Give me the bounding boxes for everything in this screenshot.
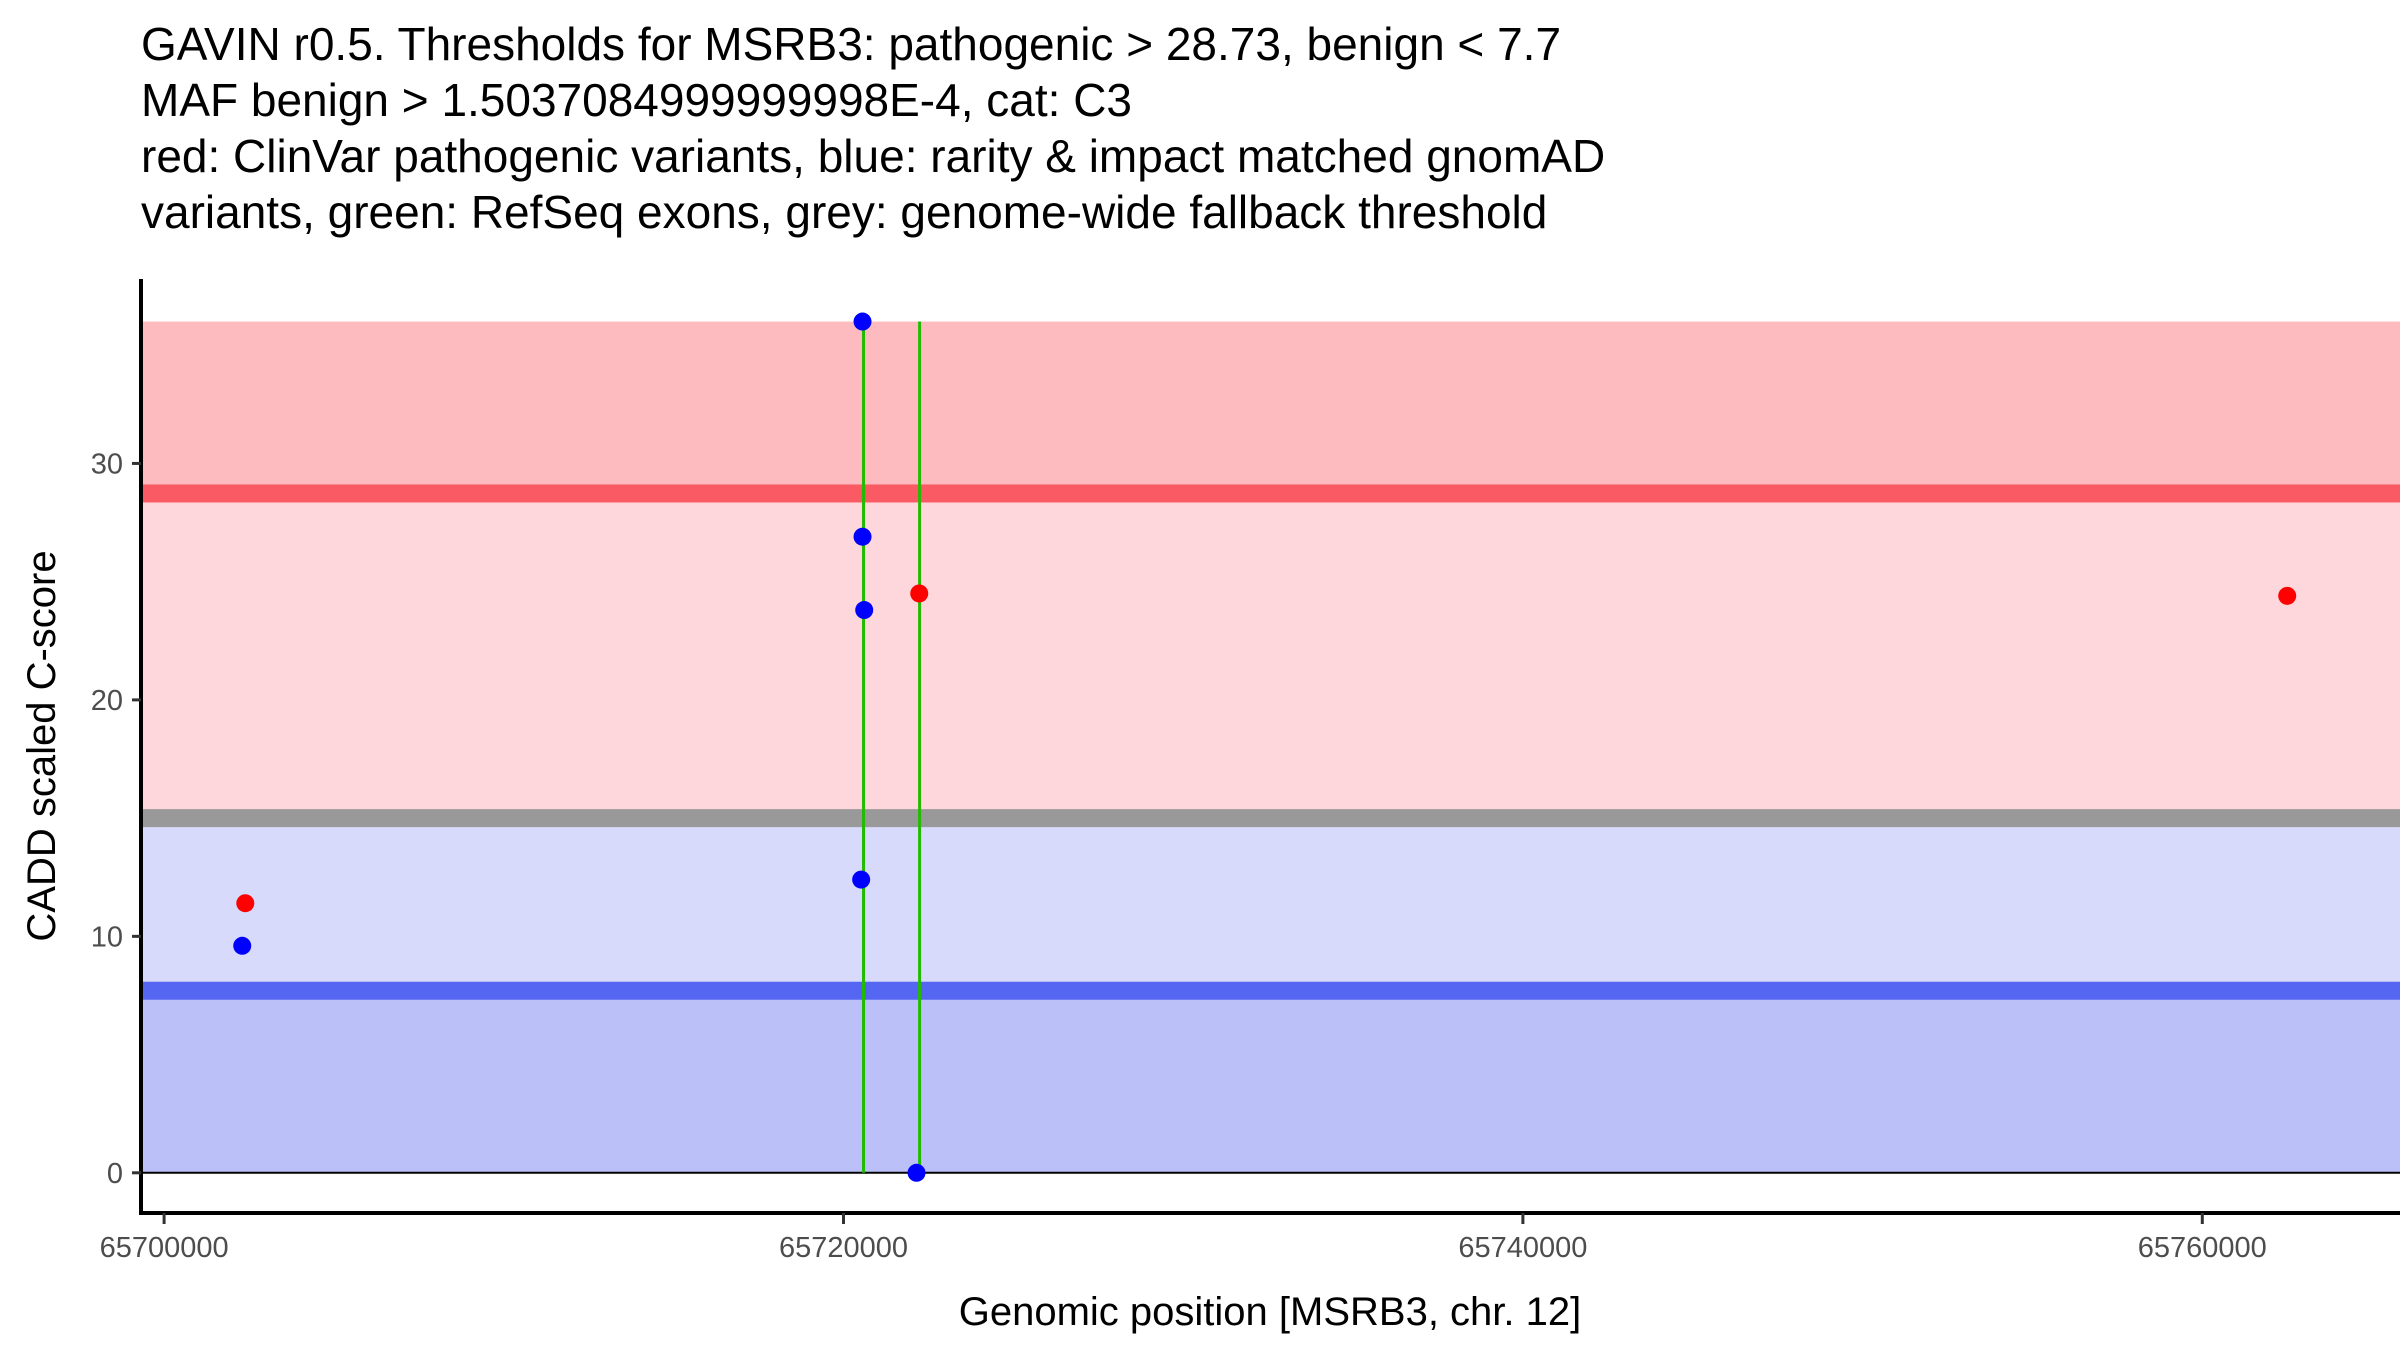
x-tick-label: 65700000 — [100, 1232, 229, 1264]
x-tick-label: 65740000 — [1458, 1232, 1587, 1264]
x-axis-label: Genomic position [MSRB3, chr. 12] — [959, 1290, 1582, 1334]
benign-threshold-line — [141, 981, 2400, 1000]
x-tick-label: 65760000 — [2138, 1232, 2267, 1264]
gnomad-point — [855, 601, 874, 620]
x-tick-label: 65720000 — [779, 1232, 908, 1264]
y-tick-label: 30 — [91, 448, 123, 480]
clinvar-point — [2278, 586, 2297, 605]
fallback-threshold-line — [141, 809, 2400, 828]
clinvar-point — [236, 894, 255, 913]
benign-zone — [141, 990, 2400, 1173]
y-tick-label: 20 — [91, 685, 123, 717]
title-line-1: GAVIN r0.5. Thresholds for MSRB3: pathog… — [141, 18, 1561, 70]
chart-title: GAVIN r0.5. Thresholds for MSRB3: pathog… — [141, 18, 1605, 238]
pathogenic-zone — [141, 321, 2400, 494]
clinvar-point — [910, 584, 929, 603]
title-line-4: variants, green: RefSeq exons, grey: gen… — [141, 186, 1547, 238]
gnomad-point — [853, 312, 872, 331]
title-line-2: MAF benign > 1.5037084999999998E-4, cat:… — [141, 74, 1132, 126]
gnomad-point — [852, 870, 871, 889]
y-axis-label: CADD scaled C-score — [20, 550, 64, 941]
fallback-benign-zone — [141, 818, 2400, 991]
gnomad-point — [853, 527, 872, 546]
y-tick-label: 0 — [107, 1158, 123, 1190]
gnomad-point — [907, 1163, 926, 1182]
gnomad-point — [233, 936, 252, 955]
fallback-pathogenic-zone — [141, 493, 2400, 819]
y-tick-label: 10 — [91, 921, 123, 953]
title-line-3: red: ClinVar pathogenic variants, blue: … — [141, 130, 1605, 182]
pathogenic-threshold-line — [141, 484, 2400, 503]
